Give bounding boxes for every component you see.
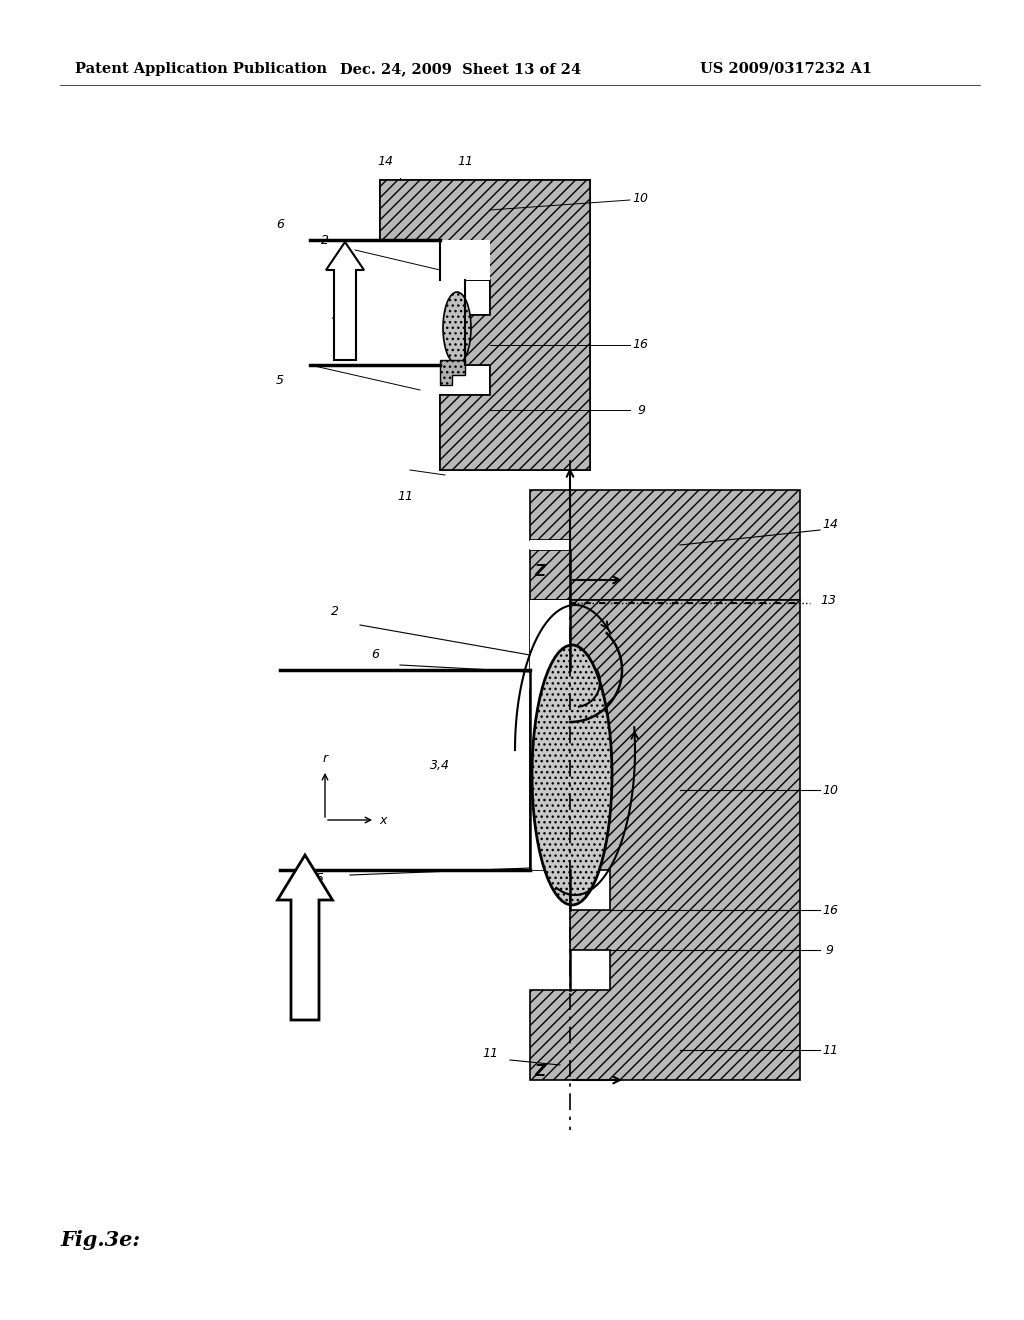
Text: x: x xyxy=(379,813,386,826)
Bar xyxy=(440,315,465,366)
Bar xyxy=(440,240,465,366)
Bar xyxy=(440,280,465,315)
Text: 2: 2 xyxy=(331,605,339,618)
Polygon shape xyxy=(380,180,440,240)
Text: Patent Application Publication: Patent Application Publication xyxy=(75,62,327,77)
Text: 9: 9 xyxy=(825,944,833,957)
Bar xyxy=(440,280,465,366)
Text: 6: 6 xyxy=(276,219,284,231)
Text: 5: 5 xyxy=(316,873,324,884)
Ellipse shape xyxy=(532,645,612,906)
Text: 14: 14 xyxy=(377,154,393,168)
Text: 14: 14 xyxy=(822,519,838,532)
Polygon shape xyxy=(440,360,465,385)
Text: Dec. 24, 2009  Sheet 13 of 24: Dec. 24, 2009 Sheet 13 of 24 xyxy=(340,62,582,77)
Bar xyxy=(530,601,570,671)
Text: 10: 10 xyxy=(632,191,648,205)
Text: 6: 6 xyxy=(371,648,379,661)
Text: 3,4: 3,4 xyxy=(332,309,352,322)
FancyArrow shape xyxy=(278,855,333,1020)
Ellipse shape xyxy=(443,292,471,364)
Text: 10: 10 xyxy=(822,784,838,796)
Text: r: r xyxy=(323,752,328,766)
Bar xyxy=(440,240,490,280)
Bar xyxy=(440,240,490,280)
Text: 16: 16 xyxy=(822,903,838,916)
Text: 9: 9 xyxy=(637,404,645,417)
Text: 11: 11 xyxy=(397,490,413,503)
Text: 13: 13 xyxy=(820,594,836,606)
Text: US 2009/0317232 A1: US 2009/0317232 A1 xyxy=(700,62,872,77)
Polygon shape xyxy=(380,180,590,470)
Text: 11: 11 xyxy=(457,154,473,168)
Text: Fig.3e:: Fig.3e: xyxy=(60,1230,140,1250)
Polygon shape xyxy=(440,180,590,470)
Text: Z: Z xyxy=(535,565,546,579)
FancyArrow shape xyxy=(326,242,364,360)
Bar xyxy=(530,671,570,870)
Text: Z: Z xyxy=(535,1064,546,1080)
Text: 11: 11 xyxy=(482,1047,498,1060)
Text: 3,4: 3,4 xyxy=(430,759,450,771)
Text: 5: 5 xyxy=(276,374,284,387)
Bar xyxy=(530,540,570,550)
Polygon shape xyxy=(530,490,800,601)
Text: 16: 16 xyxy=(632,338,648,351)
Text: 11: 11 xyxy=(822,1044,838,1056)
Polygon shape xyxy=(530,601,800,1080)
Text: 2: 2 xyxy=(321,234,329,247)
